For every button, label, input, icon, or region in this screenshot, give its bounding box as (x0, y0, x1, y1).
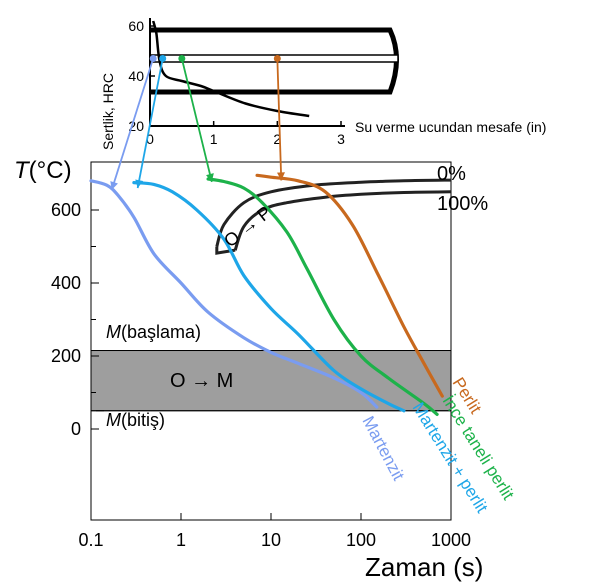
main-x-tick-label: 100 (346, 530, 376, 550)
nose-finish-label: 100% (437, 193, 488, 215)
hardness-y-axis-label: Sertlik, HRC (100, 73, 116, 150)
connector-arrowhead (135, 179, 144, 189)
label-martenzit: Martenzit (358, 413, 408, 484)
hardness-y-tick-label: 40 (128, 68, 144, 84)
main-x-tick-label: 1 (176, 530, 186, 550)
nose-region-label: O → P (220, 202, 275, 251)
cooling-curves (89, 173, 444, 416)
cooling-curve-1 (132, 181, 406, 413)
connector-arrowhead (110, 181, 118, 190)
pearlite-start-curve (215, 178, 452, 247)
pearlite-finish-curve (233, 190, 452, 251)
main-x-tick-label: 0.1 (78, 530, 103, 550)
cooling-curve-2 (206, 177, 439, 416)
connector-arrows (110, 58, 285, 191)
connector-arrowhead (206, 173, 214, 182)
pearlite-nose (215, 178, 452, 255)
main-ticks: 0.1 1 10 100 1000 0 200 400 600 (51, 200, 471, 550)
connector-arrowhead (276, 172, 285, 181)
hardness-curve-layer (151, 20, 310, 118)
hardness-curve (151, 20, 310, 118)
main-y-axis-label: T(°C) (14, 157, 72, 184)
hardness-x-axis-label: Su verme ucundan mesafe (in) (355, 119, 546, 135)
nose-start-label: 0% (437, 163, 466, 185)
hardness-x-tick-label: 1 (210, 131, 218, 147)
connector-arrow (180, 58, 213, 183)
cooling-curve-3 (255, 173, 444, 398)
main-x-tick-label: 1000 (431, 530, 471, 550)
main-y-tick-label: 0 (71, 419, 81, 439)
main-y-tick-label: 600 (51, 200, 81, 220)
hardness-x-tick-label: 3 (337, 131, 345, 147)
connector-arrow (276, 58, 283, 181)
main-y-tick-label: 200 (51, 346, 81, 366)
transformation-label: O → M (170, 370, 233, 392)
martensite-band (90, 350, 452, 412)
main-x-tick-label: 10 (261, 530, 281, 550)
main-x-axis-label: Zaman (s) (365, 552, 483, 582)
cooling-curve-0 (89, 179, 379, 409)
m-start-label: M(başlama) (106, 322, 201, 342)
m-finish-label: M(bitiş) (106, 410, 165, 430)
connector-arrow (110, 58, 155, 191)
main-y-tick-label: 400 (51, 273, 81, 293)
hardness-x-tick-label: 2 (273, 131, 281, 147)
connector-arrow (136, 58, 164, 189)
hardness-x-tick-label: 0 (146, 131, 154, 147)
hardness-y-tick-label: 60 (128, 18, 144, 34)
pearlite-nose-base (215, 246, 236, 255)
